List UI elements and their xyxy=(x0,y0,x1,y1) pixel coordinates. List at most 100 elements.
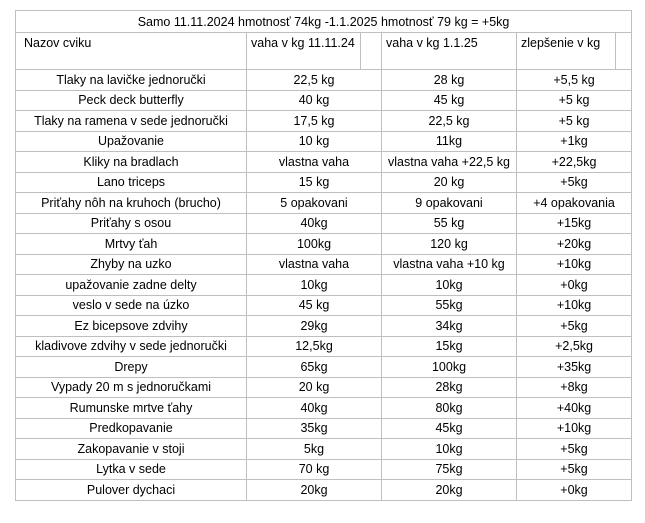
table-row: upažovanie zadne delty 10kg 10kg +0kg xyxy=(15,274,633,296)
improvement-cell[interactable]: +40kg xyxy=(515,397,633,419)
weight-before-cell[interactable]: 10kg xyxy=(246,274,382,296)
exercise-name-cell[interactable]: Predkopavanie xyxy=(15,417,247,439)
weight-before-cell[interactable]: 17,5 kg xyxy=(246,110,382,132)
improvement-cell[interactable]: +5 kg xyxy=(515,110,633,132)
table-row: Drepy 65kg 100kg +35kg xyxy=(15,356,633,378)
weight-before-cell[interactable]: vlastna vaha xyxy=(246,151,382,173)
exercise-name-cell[interactable]: Kliky na bradlach xyxy=(15,151,247,173)
weight-after-cell[interactable]: 34kg xyxy=(381,315,517,337)
improvement-cell[interactable]: +5kg xyxy=(515,315,633,337)
weight-before-cell[interactable]: 20kg xyxy=(246,479,382,501)
improvement-cell[interactable]: +8kg xyxy=(515,376,633,398)
weight-after-cell[interactable]: 11kg xyxy=(381,130,517,152)
weight-before-cell[interactable]: 40kg xyxy=(246,212,382,234)
table-row: Vypady 20 m s jednoručkami 20 kg 28kg +8kg xyxy=(15,376,633,398)
weight-before-cell[interactable]: 40kg xyxy=(246,397,382,419)
exercise-name-cell[interactable]: Drepy xyxy=(15,356,247,378)
weight-after-cell[interactable]: 28 kg xyxy=(381,69,517,91)
table-title[interactable]: Samo 11.11.2024 hmotnosť 74kg -1.1.2025 … xyxy=(14,10,633,33)
weight-after-cell[interactable]: 22,5 kg xyxy=(381,110,517,132)
exercise-name-cell[interactable]: Pulover dychaci xyxy=(15,479,247,501)
exercise-name-cell[interactable]: Priťahy s osou xyxy=(15,212,247,234)
improvement-cell[interactable]: +35kg xyxy=(515,356,633,378)
improvement-cell[interactable]: +10kg xyxy=(515,294,633,316)
exercise-name-cell[interactable]: Zhyby na uzko xyxy=(15,253,247,275)
exercise-name-cell[interactable]: Peck deck butterfly xyxy=(15,89,247,111)
exercise-name-cell[interactable]: Zakopavanie v stoji xyxy=(15,438,247,460)
weight-before-cell[interactable]: 100kg xyxy=(246,233,382,255)
weight-after-cell[interactable]: 80kg xyxy=(381,397,517,419)
weight-after-cell[interactable]: 55kg xyxy=(381,294,517,316)
weight-after-cell[interactable]: 28kg xyxy=(381,376,517,398)
improvement-cell[interactable]: +5kg xyxy=(515,438,633,460)
weight-before-cell[interactable]: 29kg xyxy=(246,315,382,337)
weight-after-cell[interactable]: vlastna vaha +22,5 kg xyxy=(381,151,517,173)
weight-before-cell[interactable]: 22,5 kg xyxy=(246,69,382,91)
weight-before-cell[interactable]: 5kg xyxy=(246,438,382,460)
exercise-name-cell[interactable]: Tlaky na ramena v sede jednoručki xyxy=(15,110,247,132)
exercise-name-cell[interactable]: Priťahy nôh na kruhoch (brucho) xyxy=(15,192,247,214)
improvement-cell[interactable]: +0kg xyxy=(515,479,633,501)
weight-before-cell[interactable]: vlastna vaha xyxy=(246,253,382,275)
weight-before-cell[interactable]: 10 kg xyxy=(246,130,382,152)
weight-after-cell[interactable]: 45kg xyxy=(381,417,517,439)
weight-before-cell[interactable]: 45 kg xyxy=(246,294,382,316)
improvement-cell[interactable]: +5kg xyxy=(515,458,633,480)
weight-before-cell[interactable]: 20 kg xyxy=(246,376,382,398)
improvement-cell[interactable]: +10kg xyxy=(515,417,633,439)
exercise-name-cell[interactable]: Ez bicepsove zdvihy xyxy=(15,315,247,337)
weight-after-cell[interactable]: 20 kg xyxy=(381,171,517,193)
header-empty-cell[interactable] xyxy=(614,32,633,70)
weight-before-cell[interactable]: 70 kg xyxy=(246,458,382,480)
weight-after-cell[interactable]: 100kg xyxy=(381,356,517,378)
weight-before-cell[interactable]: 5 opakovani xyxy=(246,192,382,214)
improvement-cell[interactable]: +22,5kg xyxy=(515,151,633,173)
weight-after-cell[interactable]: 75kg xyxy=(381,458,517,480)
weight-after-cell[interactable]: 10kg xyxy=(381,438,517,460)
improvement-cell[interactable]: +5kg xyxy=(515,171,633,193)
weight-before-cell[interactable]: 15 kg xyxy=(246,171,382,193)
weight-after-cell[interactable]: 9 opakovani xyxy=(381,192,517,214)
exercise-name-cell[interactable]: Upažovanie xyxy=(15,130,247,152)
improvement-cell[interactable]: +2,5kg xyxy=(515,335,633,357)
table-row: Lytka v sede 70 kg 75kg +5kg xyxy=(15,458,633,480)
weight-before-cell[interactable]: 12,5kg xyxy=(246,335,382,357)
weight-after-cell[interactable]: 120 kg xyxy=(381,233,517,255)
workout-progress-table: Samo 11.11.2024 hmotnosť 74kg -1.1.2025 … xyxy=(14,10,633,501)
exercise-name-cell[interactable]: Lytka v sede xyxy=(15,458,247,480)
header-weight-after[interactable]: vaha v kg 1.1.25 xyxy=(381,32,517,70)
weight-before-cell[interactable]: 35kg xyxy=(246,417,382,439)
weight-before-cell[interactable]: 65kg xyxy=(246,356,382,378)
improvement-cell[interactable]: +4 opakovania xyxy=(515,192,633,214)
header-improvement[interactable]: zlepšenie v kg xyxy=(516,32,616,70)
exercise-name-cell[interactable]: upažovanie zadne delty xyxy=(15,274,247,296)
exercise-name-cell[interactable]: Vypady 20 m s jednoručkami xyxy=(15,376,247,398)
improvement-cell[interactable]: +5 kg xyxy=(515,89,633,111)
improvement-cell[interactable]: +20kg xyxy=(515,233,633,255)
exercise-name-cell[interactable]: Rumunske mrtve ťahy xyxy=(15,397,247,419)
table-row: Tlaky na ramena v sede jednoručki 17,5 kg… xyxy=(15,110,633,132)
weight-after-cell[interactable]: 45 kg xyxy=(381,89,517,111)
header-weight-before[interactable]: vaha v kg 11.11.24 xyxy=(246,32,361,70)
exercise-name-cell[interactable]: Lano triceps xyxy=(15,171,247,193)
header-empty-cell[interactable] xyxy=(360,32,382,70)
exercise-name-cell[interactable]: Mrtvy ťah xyxy=(15,233,247,255)
title-row: Samo 11.11.2024 hmotnosť 74kg -1.1.2025 … xyxy=(14,10,633,33)
weight-after-cell[interactable]: vlastna vaha +10 kg xyxy=(381,253,517,275)
header-exercise-name[interactable]: Nazov cviku xyxy=(15,32,247,70)
improvement-cell[interactable]: +0kg xyxy=(515,274,633,296)
weight-after-cell[interactable]: 55 kg xyxy=(381,212,517,234)
table-row: Zakopavanie v stoji 5kg 10kg +5kg xyxy=(15,438,633,460)
exercise-name-cell[interactable]: Tlaky na lavičke jednoručki xyxy=(15,69,247,91)
weight-after-cell[interactable]: 15kg xyxy=(381,335,517,357)
exercise-name-cell[interactable]: veslo v sede na úzko xyxy=(15,294,247,316)
improvement-cell[interactable]: +1kg xyxy=(515,130,633,152)
weight-after-cell[interactable]: 10kg xyxy=(381,274,517,296)
improvement-cell[interactable]: +10kg xyxy=(515,253,633,275)
weight-after-cell[interactable]: 20kg xyxy=(381,479,517,501)
weight-before-cell[interactable]: 40 kg xyxy=(246,89,382,111)
improvement-cell[interactable]: +5,5 kg xyxy=(515,69,633,91)
exercise-rows: Tlaky na lavičke jednoručki 22,5 kg 28 kg +… xyxy=(15,69,633,501)
improvement-cell[interactable]: +15kg xyxy=(515,212,633,234)
exercise-name-cell[interactable]: kladivove zdvihy v sede jednoručki xyxy=(15,335,247,357)
